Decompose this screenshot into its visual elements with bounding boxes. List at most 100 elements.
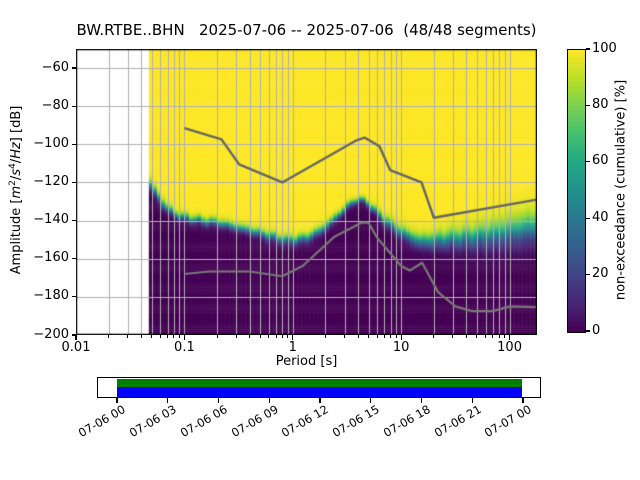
y-axis-tick-label: −80	[41, 97, 69, 113]
y-axis-tick	[71, 143, 76, 145]
x-axis-minor-tick	[167, 335, 169, 338]
y-axis-tick-label: −160	[33, 250, 69, 266]
colorbar-tick-label: 0	[592, 322, 601, 338]
x-axis-minor-tick	[390, 335, 392, 338]
colorbar-tick	[586, 48, 591, 50]
x-axis-label: Period [s]	[275, 354, 338, 369]
x-axis-minor-tick	[465, 335, 467, 338]
x-axis-minor-tick	[452, 335, 454, 338]
y-axis-tick	[71, 334, 76, 336]
timeline-tick	[370, 398, 372, 403]
x-axis-minor-tick	[485, 335, 487, 338]
colorbar-tick	[586, 217, 591, 219]
timeline-date-label: 07-06 18	[380, 402, 433, 440]
timeline-date-label: 07-06 15	[329, 402, 382, 440]
timeline-tick	[319, 398, 321, 403]
y-axis-tick	[71, 296, 76, 298]
y-axis-tick-label: −140	[33, 212, 69, 228]
colorbar	[567, 49, 586, 333]
x-axis-minor-tick	[287, 335, 289, 338]
timeline-date-label: 07-06 06	[177, 402, 230, 440]
x-axis-tick-label: 0.01	[61, 340, 91, 355]
timeline-tick	[167, 398, 169, 403]
x-axis-tick-label: 10	[392, 340, 410, 355]
y-axis-tick	[71, 181, 76, 184]
x-axis-minor-tick	[268, 335, 270, 338]
x-axis-minor-tick	[498, 335, 500, 338]
timeline-tick	[471, 398, 473, 403]
x-axis-major-tick	[75, 335, 77, 340]
y-axis-tick-label: −200	[33, 326, 69, 342]
colorbar-tick-label: 20	[592, 266, 609, 282]
x-axis-minor-tick	[127, 335, 129, 338]
x-axis-minor-tick	[275, 335, 277, 338]
x-axis-minor-tick	[357, 335, 359, 338]
x-axis-minor-tick	[178, 335, 180, 338]
x-axis-minor-tick	[492, 335, 494, 338]
x-axis-tick-label: 0.1	[174, 340, 195, 355]
y-axis-tick	[71, 67, 76, 69]
colorbar-tick	[586, 161, 591, 163]
timeline-tick	[522, 398, 524, 403]
x-axis-minor-tick	[216, 335, 218, 338]
y-axis-tick	[71, 105, 76, 107]
timeline-tick	[420, 398, 423, 403]
y-axis-tick-label: −120	[33, 173, 69, 189]
colorbar-tick	[586, 330, 591, 332]
timeline-date-label: 07-06 03	[126, 402, 179, 440]
timeline-date-label: 07-06 21	[431, 402, 484, 440]
x-axis-tick-label: 100	[497, 340, 522, 355]
y-axis-tick	[71, 220, 76, 222]
y-axis-tick-label: −60	[41, 59, 69, 75]
x-axis-minor-tick	[476, 335, 478, 338]
timeline-date-label: 07-06 12	[279, 402, 331, 440]
timeline-tick	[217, 398, 220, 403]
timeline-date-label: 07-06 00	[76, 402, 128, 440]
x-axis-minor-tick	[249, 335, 251, 338]
x-axis-minor-tick	[324, 335, 326, 338]
timeline-date-label: 07-06 09	[228, 402, 281, 440]
colorbar-tick-label: 80	[592, 96, 609, 112]
x-axis-minor-tick	[173, 335, 175, 338]
y-axis-tick-label: −100	[33, 135, 69, 151]
x-axis-minor-tick	[159, 335, 161, 338]
timeline-coverage-bar	[97, 377, 541, 398]
x-axis-minor-tick	[140, 335, 142, 338]
y-axis-label-slash2: /	[9, 158, 25, 164]
x-axis-minor-tick	[235, 335, 237, 338]
x-axis-minor-tick	[376, 335, 378, 338]
x-axis-major-tick	[400, 335, 402, 340]
x-axis-minor-tick	[281, 335, 283, 338]
x-axis-major-tick	[292, 335, 294, 340]
plot-title: BW.RTBE..BHN 2025-07-06 -- 2025-07-06 (4…	[76, 21, 537, 39]
x-axis-minor-tick	[151, 335, 153, 338]
x-axis-major-tick	[508, 335, 511, 340]
timeline-psd-coverage-bar	[117, 386, 522, 397]
x-axis-minor-tick	[368, 335, 370, 338]
x-axis-minor-tick	[108, 335, 110, 338]
y-axis-label-exp4: 4	[7, 163, 18, 169]
timeline-data-availability-bar	[117, 379, 522, 387]
x-axis-minor-tick	[433, 335, 435, 338]
colorbar-tick-label: 100	[592, 40, 617, 56]
timeline-date-label: 07-07 00	[482, 402, 534, 440]
timeline-tick	[116, 398, 118, 403]
colorbar-tick	[586, 274, 591, 276]
x-axis-minor-tick	[383, 335, 385, 338]
y-axis-tick-label: −180	[33, 288, 69, 304]
colorbar-tick-label: 60	[592, 153, 609, 169]
x-axis-minor-tick	[259, 335, 261, 338]
colorbar-label: non-exceedance (cumulative) [%]	[613, 79, 629, 301]
timeline-tick	[268, 398, 270, 403]
y-axis-tick	[71, 258, 76, 260]
x-axis-major-tick	[183, 335, 185, 340]
ppsd-histogram-plot	[76, 49, 537, 335]
x-axis-minor-tick	[344, 335, 345, 338]
x-axis-tick-label: 1	[288, 340, 297, 355]
colorbar-tick-label: 40	[592, 209, 609, 225]
colorbar-tick	[586, 104, 591, 106]
x-axis-minor-tick	[504, 335, 506, 338]
y-axis-label: Amplitude [m2/s4/Hz] [dB]	[8, 106, 24, 275]
x-axis-minor-tick	[395, 335, 397, 338]
